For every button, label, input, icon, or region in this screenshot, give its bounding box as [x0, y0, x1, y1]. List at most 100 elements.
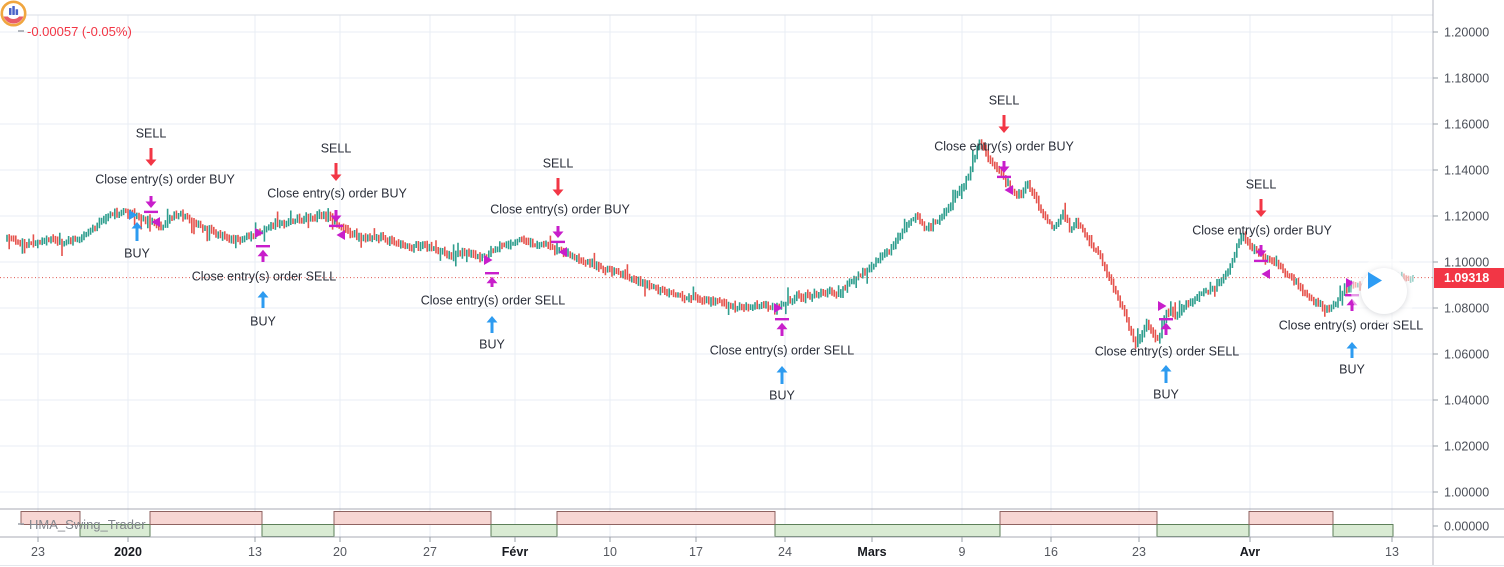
price-axis-label: 1.12000 — [1444, 210, 1489, 224]
marker-sell-entry — [1255, 199, 1267, 217]
marker-label: Close entry(s) order BUY — [267, 187, 407, 201]
time-axis-label: 27 — [423, 545, 437, 559]
scroll-to-realtime-button[interactable] — [1361, 268, 1407, 314]
time-axis-label: 2020 — [114, 545, 142, 559]
price-axis-label: 1.14000 — [1444, 164, 1489, 178]
marker-triangle-right — [774, 303, 783, 313]
marker-label: SELL — [1246, 178, 1277, 192]
marker-label: Close entry(s) order BUY — [95, 173, 235, 187]
last-price-label: 1.09318 — [1434, 268, 1504, 288]
time-axis[interactable]: 23 2020 13 20 27 Févr 10 17 24 Mars 9 16 23 Avr 13 — [31, 537, 1399, 559]
regime-block-sell — [20, 511, 81, 525]
regime-block-sell — [1248, 511, 1334, 525]
indicator-zero-label: 0.00000 — [1444, 520, 1489, 534]
marker-label: Close entry(s) order SELL — [421, 294, 566, 308]
price-axis-label: 1.08000 — [1444, 302, 1489, 316]
price-axis-label: 1.16000 — [1444, 118, 1489, 132]
time-axis-label: 10 — [603, 545, 617, 559]
marker-triangle-right — [484, 255, 493, 265]
marker-close-buy — [551, 226, 565, 244]
marker-triangle-right — [1346, 278, 1355, 288]
marker-close-sell — [775, 318, 789, 336]
time-axis-label: Févr — [502, 545, 529, 559]
marker-close-buy — [144, 196, 158, 214]
marker-label: BUY — [250, 315, 276, 329]
regime-block-sell — [333, 511, 492, 525]
marker-close-sell — [256, 245, 270, 262]
marker-label: BUY — [1153, 388, 1179, 402]
marker-label: BUY — [124, 247, 150, 261]
marker-buy-entry — [1160, 365, 1172, 383]
regime-block-sell — [556, 511, 776, 525]
regime-block-buy — [1332, 524, 1394, 537]
time-axis-label: 13 — [248, 545, 262, 559]
marker-sell-entry — [330, 163, 342, 181]
marker-close-buy — [1254, 245, 1268, 263]
marker-buy-entry — [131, 222, 143, 241]
marker-close-sell — [485, 272, 499, 287]
marker-label: Close entry(s) order BUY — [1192, 224, 1332, 238]
time-axis-label: 16 — [1044, 545, 1058, 559]
marker-triangle-left — [558, 247, 567, 257]
marker-label: BUY — [1339, 363, 1365, 377]
price-axis-label: 1.06000 — [1444, 348, 1489, 362]
regime-block-buy — [1156, 524, 1250, 537]
regime-block-buy — [261, 524, 335, 537]
price-axis-label: 1.02000 — [1444, 440, 1489, 454]
marker-label: BUY — [479, 338, 505, 352]
marker-label: SELL — [321, 142, 352, 156]
marker-triangle-right — [129, 210, 138, 220]
marker-triangle-left — [151, 217, 160, 227]
marker-label: Close entry(s) order BUY — [490, 203, 630, 217]
marker-label: Close entry(s) order BUY — [934, 140, 1074, 154]
marker-buy-entry — [257, 291, 269, 308]
time-axis-label: 20 — [333, 545, 347, 559]
indicator-label-hma-swing-trader[interactable]: HMA_Swing_Trader — [29, 517, 146, 532]
instrument-change-value: -0.00057 (-0.05%) — [27, 24, 132, 39]
marker-close-sell — [1159, 318, 1173, 335]
marker-label: SELL — [989, 94, 1020, 108]
price-axis-label: 1.18000 — [1444, 72, 1489, 86]
price-axis-label: 1.00000 — [1444, 486, 1489, 500]
time-axis-label: 17 — [689, 545, 703, 559]
time-axis-label: 13 — [1385, 545, 1399, 559]
time-axis-label: 23 — [1132, 545, 1146, 559]
marker-buy-entry — [1346, 342, 1358, 358]
time-axis-label: Mars — [857, 545, 886, 559]
marker-label: BUY — [769, 389, 795, 403]
marker-close-buy — [329, 210, 343, 228]
regime-block-sell — [149, 511, 263, 525]
time-axis-label: 9 — [959, 545, 966, 559]
marker-label: Close entry(s) order SELL — [710, 344, 855, 358]
instrument-logo-icon — [0, 0, 27, 27]
candles-up — [6, 139, 1414, 348]
grid — [0, 14, 1433, 537]
regime-indicator-series — [20, 511, 1394, 537]
price-axis[interactable]: 1.20000 1.18000 1.16000 1.14000 1.12000 1.100… — [1433, 26, 1489, 534]
candles-down — [8, 139, 1410, 349]
regime-block-sell — [999, 511, 1158, 525]
price-axis-label: 1.20000 — [1444, 26, 1489, 40]
marker-sell-entry — [552, 178, 564, 196]
marker-buy-entry — [486, 316, 498, 333]
marker-label: SELL — [136, 127, 167, 141]
marker-triangle-right — [1158, 301, 1167, 311]
regime-block-buy — [774, 524, 1001, 537]
marker-buy-entry — [776, 366, 788, 384]
marker-label: Close entry(s) order SELL — [1279, 319, 1424, 333]
marker-label: Close entry(s) order SELL — [192, 270, 337, 284]
price-axis-label: 1.10000 — [1444, 256, 1489, 270]
play-icon — [1368, 272, 1382, 289]
marker-triangle-right — [255, 228, 264, 238]
regime-block-buy — [490, 524, 558, 537]
candlestick-series — [6, 139, 1414, 349]
marker-triangle-left — [1004, 185, 1013, 195]
marker-triangle-left — [1261, 269, 1270, 279]
price-axis-label: 1.04000 — [1444, 394, 1489, 408]
time-axis-label: Avr — [1240, 545, 1261, 559]
time-axis-label: 23 — [31, 545, 45, 559]
trade-markers: SELL Close entry(s) order BUY BUY Close ent… — [95, 94, 1423, 403]
